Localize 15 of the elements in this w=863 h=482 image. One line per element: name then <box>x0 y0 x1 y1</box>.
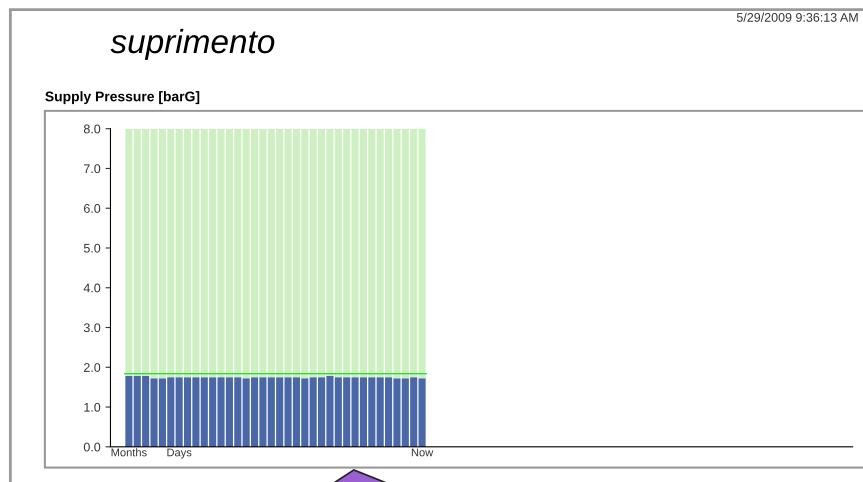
y-tick-label: 2.0 <box>84 363 100 372</box>
y-tick-label: 3.0 <box>84 323 100 332</box>
text: suprimento <box>110 28 274 60</box>
chart-title: Supply Pressure [barG] <box>45 91 200 104</box>
x-tick-label: Now <box>412 448 434 456</box>
y-tick-label: 6.0 <box>84 204 100 213</box>
text: 5/29/2009 9:36:13 AM <box>736 12 858 22</box>
x-tick-label: Days <box>167 448 192 459</box>
y-tick-label: 0.0 <box>84 442 100 452</box>
y-tick-label: 8.0 <box>84 124 100 134</box>
y-tick-label: 4.0 <box>84 284 100 292</box>
y-tick-label: 1.0 <box>84 402 100 412</box>
y-tick-label: 7.0 <box>84 164 100 174</box>
y-tick-label: 5.0 <box>84 244 100 253</box>
x-tick-label: Months <box>112 448 147 456</box>
